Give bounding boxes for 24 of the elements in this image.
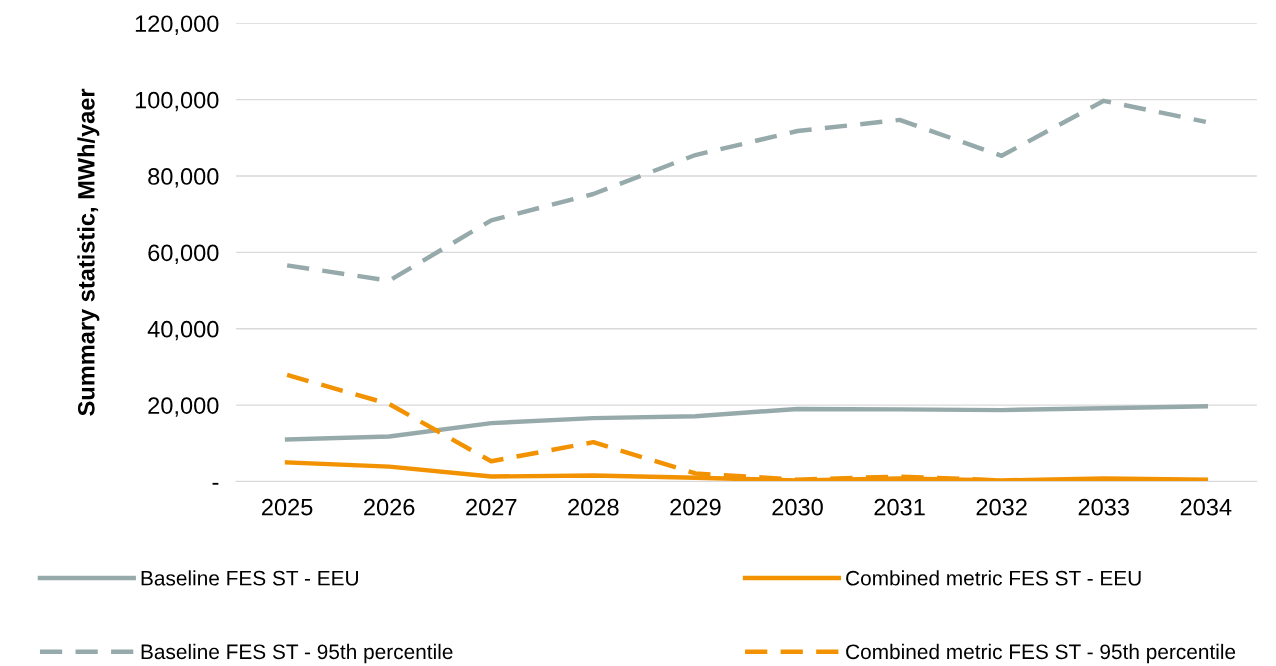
x-tick-label: 2031 bbox=[874, 498, 925, 516]
legend-label: Combined metric FES ST - EEU bbox=[846, 570, 1141, 586]
x-tick-label: 2032 bbox=[976, 498, 1027, 516]
y-tick-label: 60,000 bbox=[148, 244, 219, 264]
x-tick-label: 2027 bbox=[466, 498, 517, 516]
x-tick-label: 2029 bbox=[670, 498, 721, 516]
y-tick-label: 40,000 bbox=[147, 320, 219, 341]
y-tick-label: 120,000 bbox=[135, 15, 219, 35]
x-tick-label: 2034 bbox=[1180, 498, 1232, 516]
legend-label: Combined metric FES ST - 95th percentile bbox=[846, 643, 1236, 664]
y-axis-title: Summary statistic, MWh/yaer bbox=[77, 88, 100, 416]
y-tick-label: - bbox=[212, 482, 219, 485]
line-series bbox=[284, 404, 1209, 442]
x-tick-label: 2025 bbox=[262, 498, 313, 516]
x-tick-label: 2030 bbox=[772, 498, 823, 516]
x-tick-label: 2028 bbox=[568, 498, 619, 516]
legend-label: Baseline FES ST - 95th percentile bbox=[141, 643, 453, 664]
line-series bbox=[284, 98, 1209, 283]
y-tick-label: 20,000 bbox=[148, 397, 219, 417]
legend-label: Baseline FES ST - EEU bbox=[141, 570, 358, 586]
y-tick-label: 100,000 bbox=[135, 91, 219, 112]
x-tick-label: 2033 bbox=[1078, 498, 1129, 516]
y-tick-label: 80,000 bbox=[148, 168, 219, 188]
x-tick-label: 2026 bbox=[364, 498, 415, 516]
